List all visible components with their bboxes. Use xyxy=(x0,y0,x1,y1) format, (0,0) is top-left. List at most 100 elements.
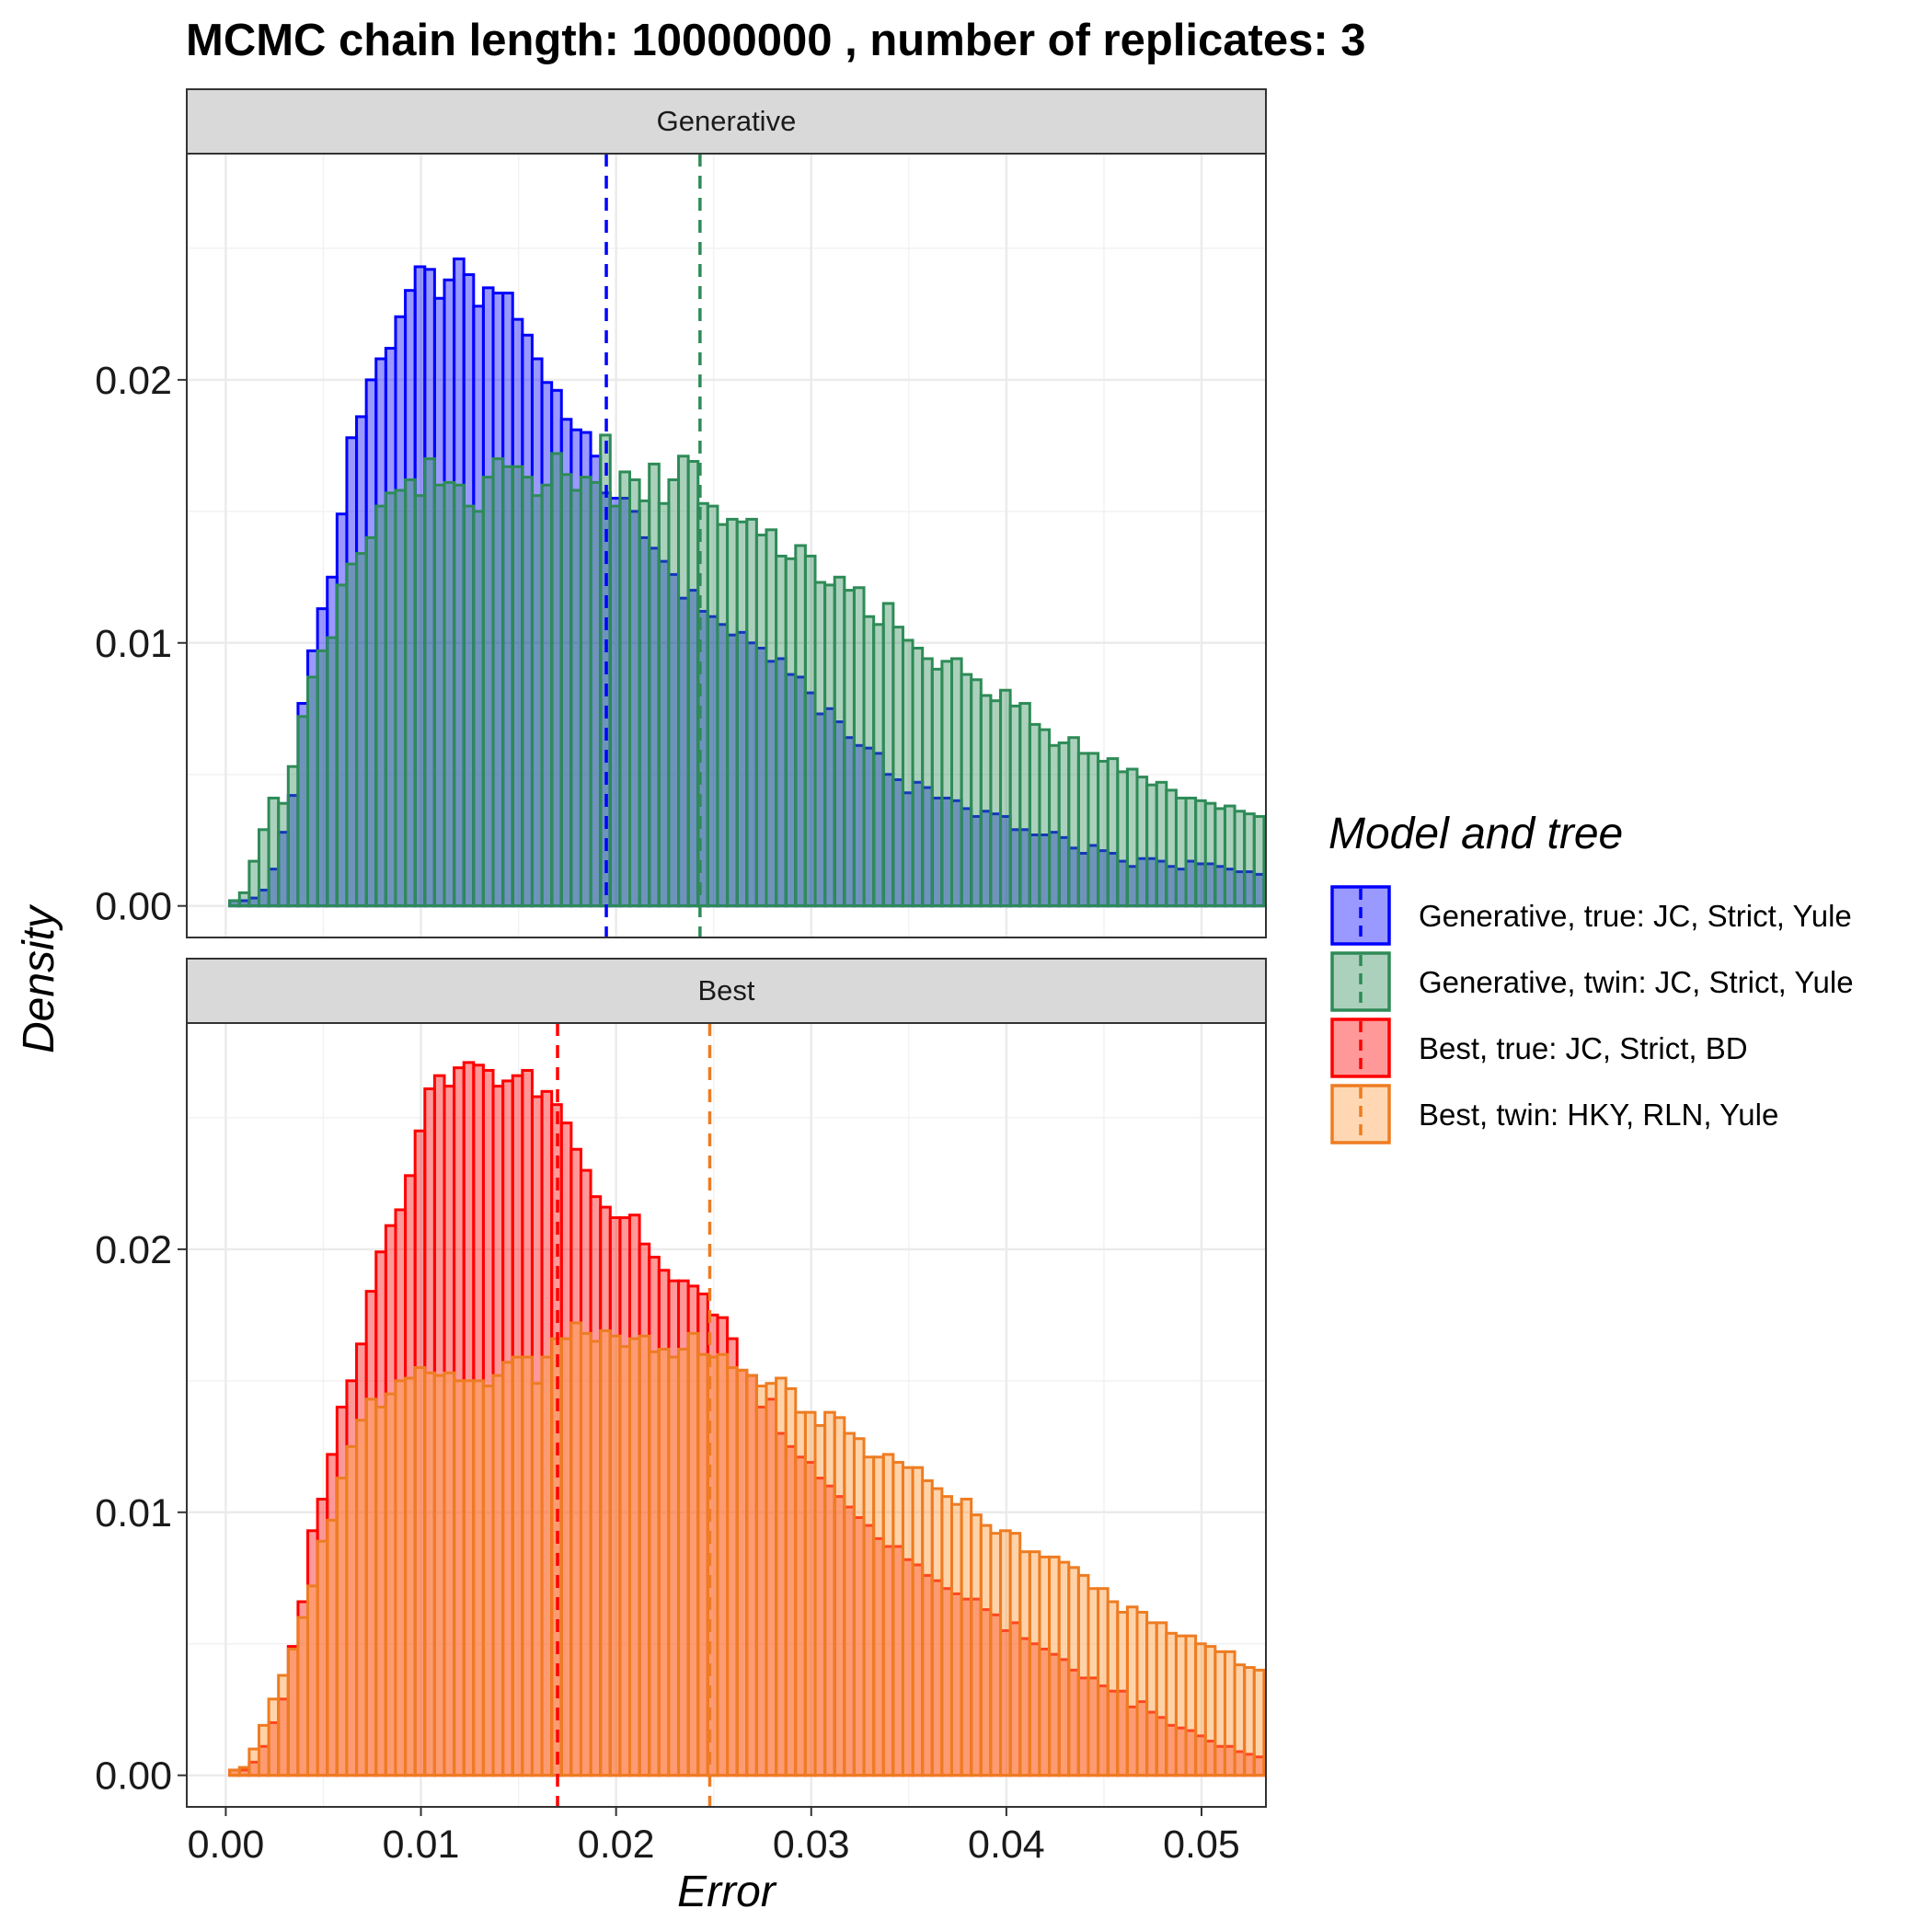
histogram-bar xyxy=(706,504,719,908)
histogram-bar xyxy=(306,1584,319,1777)
histogram-bar xyxy=(1155,1621,1168,1777)
histogram-bar xyxy=(949,657,963,908)
histogram-bar xyxy=(1203,1645,1217,1777)
histogram-bar xyxy=(638,1334,651,1777)
chart-title: MCMC chain length: 10000000 , number of … xyxy=(186,16,1366,65)
histogram-bar xyxy=(1174,796,1188,908)
histogram-bar xyxy=(823,583,836,908)
histogram-bar xyxy=(1135,1610,1149,1777)
histogram-bar xyxy=(1194,1642,1207,1777)
histogram-bar xyxy=(735,1368,749,1777)
histogram-bar xyxy=(1087,752,1100,908)
histogram-bar xyxy=(374,1405,387,1777)
histogram-bar xyxy=(355,1419,368,1777)
histogram-bar xyxy=(862,1455,876,1777)
histogram-bar xyxy=(677,1348,690,1777)
histogram-bar xyxy=(1165,1631,1178,1777)
histogram-bar xyxy=(326,636,339,908)
y-tick-label: 0.01 xyxy=(95,1491,172,1535)
histogram-bar xyxy=(970,678,983,908)
histogram-bar xyxy=(559,473,573,908)
histogram-bar xyxy=(277,1673,290,1777)
histogram-bar xyxy=(1106,1600,1120,1777)
y-axis: 0.00 0.01 0.02 xyxy=(95,359,187,929)
histogram-bar xyxy=(628,478,641,908)
x-tick-label: 0.03 xyxy=(773,1823,850,1867)
histogram-bar xyxy=(1067,1566,1080,1777)
histogram-bar xyxy=(911,647,925,908)
histogram-bar xyxy=(794,1410,807,1777)
histogram-bar xyxy=(1252,1668,1266,1777)
histogram-bar xyxy=(930,1487,944,1777)
histogram-bar xyxy=(891,1460,904,1777)
y-tick-label: 0.00 xyxy=(95,885,172,929)
mean-lines xyxy=(604,154,702,937)
histogram-bar xyxy=(247,859,260,908)
histogram-bar xyxy=(257,1723,270,1777)
histogram-bar xyxy=(481,1385,495,1777)
y-tick-label: 0.01 xyxy=(95,622,172,666)
histogram-bar xyxy=(326,1518,339,1777)
histogram-bar xyxy=(540,1355,554,1777)
histogram-bar xyxy=(589,480,603,908)
histogram-bar xyxy=(491,457,505,908)
histogram-bar xyxy=(1008,704,1022,908)
histogram-bar xyxy=(1125,767,1139,908)
histogram-bar xyxy=(891,626,904,908)
histogram-bar xyxy=(599,1329,612,1777)
histogram-bar xyxy=(1057,741,1071,908)
histogram-bar xyxy=(881,602,895,908)
histogram-bar xyxy=(1038,728,1052,908)
histogram-bar xyxy=(872,623,885,908)
x-axis-title: Error xyxy=(677,1868,777,1916)
histogram-bar xyxy=(296,715,310,908)
histogram-bar xyxy=(1048,743,1061,908)
histogram-bar xyxy=(453,1379,466,1777)
histogram-bar xyxy=(1116,770,1129,908)
histogram-bar xyxy=(462,1379,476,1777)
histogram-bar xyxy=(1106,757,1120,908)
histogram-bar xyxy=(1174,1634,1188,1777)
histogram-bar xyxy=(345,562,359,908)
panel-border xyxy=(186,1022,1267,1808)
histogram-bar xyxy=(745,517,758,908)
histogram-bar xyxy=(696,1352,709,1777)
histogram-bar xyxy=(628,1337,641,1777)
histogram-bar xyxy=(1223,1650,1236,1777)
histogram-bar xyxy=(989,699,1003,908)
histogram-bar xyxy=(257,828,270,908)
histogram-bar xyxy=(1067,736,1080,908)
histogram-bars xyxy=(228,257,1266,908)
histogram-bar xyxy=(296,1616,310,1777)
histogram-bar xyxy=(940,1495,953,1777)
histogram-bar xyxy=(1018,702,1031,908)
mean-lines xyxy=(556,1023,712,1807)
histogram-bar xyxy=(901,638,914,908)
histogram-bar xyxy=(775,1376,788,1777)
histogram-bar xyxy=(999,688,1012,908)
histogram-bar xyxy=(901,1466,914,1777)
histogram-bar xyxy=(1243,1665,1256,1777)
legend-keys: Generative, true: JC, Strict, Yule Genera… xyxy=(1330,885,1854,1144)
series-bars xyxy=(228,1321,1266,1777)
histogram-bar xyxy=(979,1524,993,1777)
histogram-bar xyxy=(432,483,446,908)
legend-item: Generative, twin: JC, Strict, Yule xyxy=(1330,951,1854,1012)
histogram-bar xyxy=(1155,780,1168,908)
histogram-bar xyxy=(316,1539,329,1777)
histogram-bar xyxy=(1194,799,1207,908)
histogram-bar xyxy=(843,1432,856,1777)
histogram-bar xyxy=(803,554,817,908)
histogram-bar xyxy=(1087,1587,1100,1777)
legend-label: Generative, true: JC, Strict, Yule xyxy=(1419,899,1852,933)
histogram-bar xyxy=(423,1371,436,1777)
histogram-bar xyxy=(813,1423,827,1777)
histogram-bar xyxy=(657,1348,671,1777)
histogram-bar xyxy=(1203,801,1217,908)
histogram-bar xyxy=(989,1532,1003,1777)
histogram-bar xyxy=(940,660,953,908)
histogram-bar xyxy=(716,523,730,908)
histogram-bar xyxy=(754,534,768,908)
histogram-bar xyxy=(921,1478,934,1777)
histogram-bar xyxy=(1213,1650,1226,1777)
